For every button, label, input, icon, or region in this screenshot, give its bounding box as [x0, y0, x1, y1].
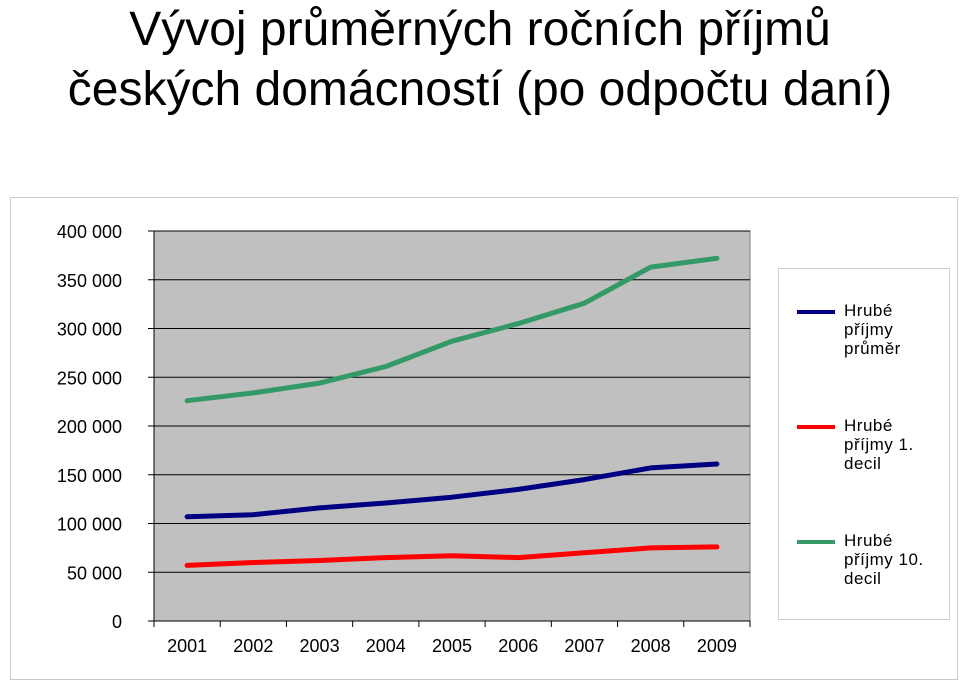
x-tick-label: 2001	[167, 636, 207, 656]
y-tick-label: 300 000	[57, 320, 122, 340]
x-tick-label: 2004	[366, 636, 406, 656]
legend-label-decil-1-line-3: decil	[844, 454, 882, 473]
chart-area	[10, 197, 958, 680]
y-tick-label: 150 000	[57, 466, 122, 486]
x-tick-label: 2003	[300, 636, 340, 656]
chart-title-line-2: českých domácností (po odpočtu daní)	[67, 63, 893, 116]
legend-label-prumer-line-1: Hrubé	[844, 301, 893, 320]
legend-label-prumer-line-2: příjmy	[844, 320, 894, 339]
legend-label-decil-10-line-3: decil	[844, 569, 882, 588]
x-tick-label: 2005	[432, 636, 472, 656]
y-tick-label: 350 000	[57, 271, 122, 291]
y-tick-label: 400 000	[57, 222, 122, 242]
chart-title-line-1: Vývoj průměrných ročních příjmů	[129, 3, 831, 56]
series-line-prumer	[184, 461, 720, 520]
legend-swatch-decil-10	[797, 540, 835, 544]
legend-label-prumer: Hrubé příjmy průměr	[844, 301, 948, 358]
legend-label-decil-1-line-2: příjmy 1.	[844, 435, 914, 454]
series-line-decil-1	[184, 544, 720, 568]
x-tick-label: 2006	[498, 636, 538, 656]
legend-label-decil-1-line-1: Hrubé	[844, 416, 893, 435]
legend-swatch-decil-1	[797, 425, 835, 429]
series-line-decil-10	[184, 255, 720, 404]
x-tick-label: 2002	[233, 636, 273, 656]
legend-label-decil-10-line-1: Hrubé	[844, 531, 893, 550]
x-tick-label: 2007	[564, 636, 604, 656]
y-tick-label: 0	[112, 612, 122, 632]
legend-label-decil-10: Hrubé příjmy 10. decil	[844, 531, 948, 588]
legend-swatch-prumer	[797, 310, 835, 314]
chart-title: Vývoj průměrných ročních příjmů českých …	[0, 0, 960, 120]
y-tick-label: 100 000	[57, 515, 122, 535]
legend-label-prumer-line-3: průměr	[844, 339, 901, 358]
x-tick-label: 2009	[697, 636, 737, 656]
legend-label-decil-1: Hrubé příjmy 1. decil	[844, 416, 948, 473]
y-tick-label: 200 000	[57, 417, 122, 437]
y-tick-label: 250 000	[57, 368, 122, 388]
y-tick-label: 50 000	[67, 563, 122, 583]
legend-label-decil-10-line-2: příjmy 10.	[844, 550, 924, 569]
x-tick-label: 2008	[631, 636, 671, 656]
chart-legend: Hrubé příjmy průměr Hrubé příjmy 1. deci…	[778, 268, 950, 620]
